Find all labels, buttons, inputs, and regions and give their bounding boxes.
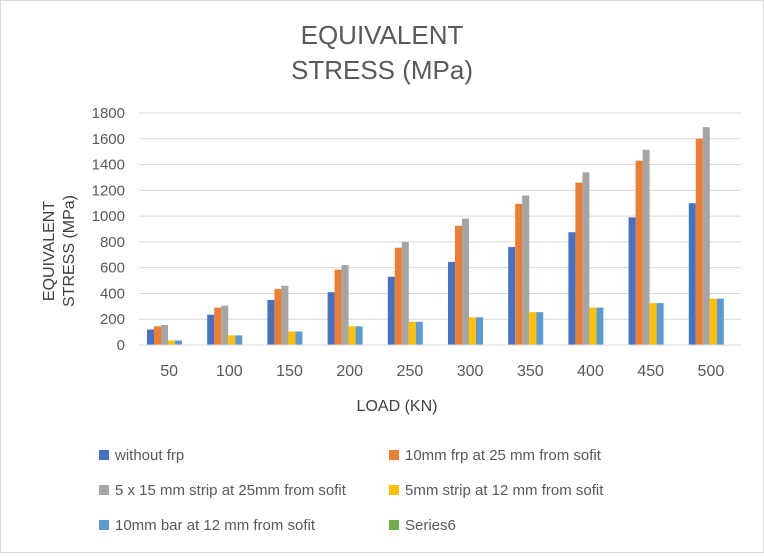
- legend: without frp 10mm frp at 25 mm from sofit 5…: [99, 447, 604, 534]
- y-tick-label: 200: [100, 311, 125, 328]
- bars: [147, 127, 724, 345]
- y-tick-label: 400: [100, 285, 125, 302]
- bar-5-300: [476, 317, 483, 345]
- x-tick-labels: 50 100 150 200 250 300 350 400 450 500: [160, 363, 724, 380]
- bar-2-500: [695, 138, 703, 345]
- legend-label: 5 x 15 mm strip at 25mm from sofit: [115, 482, 347, 499]
- x-tick-label: 100: [216, 363, 243, 380]
- legend-swatch: [389, 520, 399, 530]
- x-tick-label: 250: [397, 363, 424, 380]
- legend-swatch: [389, 450, 399, 460]
- bar-5-50: [175, 340, 182, 345]
- legend-label: without frp: [114, 447, 184, 464]
- bar-1-50: [147, 329, 154, 345]
- y-tick-label: 1800: [92, 105, 125, 122]
- x-tick-label: 150: [276, 363, 303, 380]
- bar-2-50: [154, 326, 161, 345]
- bar-3-200: [341, 265, 349, 345]
- bar-1-300: [448, 261, 455, 345]
- chart-title-line-2: STRESS (MPa): [291, 55, 473, 85]
- bar-3-50: [161, 325, 168, 345]
- bar-5-250: [415, 321, 423, 345]
- bar-5-350: [536, 312, 544, 345]
- bar-2-400: [575, 182, 583, 345]
- bar-1-500: [688, 203, 696, 345]
- y-tick-label: 1600: [92, 131, 125, 148]
- bar-4-50: [168, 340, 175, 345]
- gridlines: [139, 112, 741, 320]
- bar-5-400: [596, 307, 604, 345]
- bar-2-450: [635, 160, 643, 345]
- x-tick-label: 500: [698, 363, 725, 380]
- legend-swatch: [99, 520, 109, 530]
- x-tick-label: 450: [637, 363, 664, 380]
- bar-1-100: [207, 314, 215, 345]
- x-tick-label: 200: [336, 363, 363, 380]
- bar-5-200: [355, 326, 363, 345]
- legend-swatch: [389, 485, 399, 495]
- bar-4-500: [709, 298, 717, 345]
- bar-2-200: [334, 269, 342, 345]
- y-axis-label: EQUIVALENT STRESS (MPa): [41, 195, 78, 307]
- bar-1-400: [568, 232, 576, 345]
- legend-label: 5mm strip at 12 mm from sofit: [405, 482, 604, 499]
- bar-5-150: [295, 331, 303, 345]
- bar-5-100: [235, 335, 243, 345]
- y-tick-label: 1200: [92, 182, 125, 199]
- y-axis-label-line-1: EQUIVALENT: [41, 201, 58, 301]
- bar-3-150: [281, 285, 289, 345]
- y-tick-label: 600: [100, 260, 125, 277]
- bar-2-250: [394, 247, 402, 345]
- y-tick-label: 1400: [92, 157, 125, 174]
- bar-5-500: [716, 298, 724, 345]
- y-axis-label-line-2: STRESS (MPa): [61, 195, 78, 307]
- bar-2-300: [455, 225, 462, 345]
- bar-2-100: [214, 307, 222, 345]
- bar-3-450: [642, 149, 650, 345]
- bar-3-350: [522, 195, 530, 345]
- x-tick-label: 350: [517, 363, 544, 380]
- bar-3-300: [462, 218, 469, 345]
- legend-swatch: [99, 485, 109, 495]
- bar-4-200: [348, 326, 356, 345]
- x-axis-label: LOAD (KN): [357, 398, 438, 415]
- bar-5-450: [656, 303, 664, 345]
- bar-4-100: [228, 335, 236, 345]
- bar-4-450: [649, 303, 657, 345]
- x-tick-label: 50: [160, 363, 178, 380]
- bar-1-200: [327, 292, 335, 345]
- bar-3-250: [401, 241, 409, 345]
- legend-swatch: [99, 450, 109, 460]
- bar-4-300: [469, 317, 476, 345]
- bar-4-250: [408, 321, 416, 345]
- bar-1-350: [508, 247, 516, 345]
- y-tick-label: 0: [117, 337, 125, 354]
- legend-label: 10mm bar at 12 mm from sofit: [115, 517, 316, 534]
- bar-3-400: [582, 172, 590, 345]
- legend-label: Series6: [405, 517, 456, 534]
- bar-3-500: [702, 127, 710, 345]
- y-tick-label: 1000: [92, 208, 125, 225]
- bar-1-150: [267, 299, 275, 345]
- y-tick-label: 800: [100, 234, 125, 251]
- bar-4-350: [529, 312, 537, 345]
- y-tick-labels: 0 200 400 600 800 1000 1200 1400 1600 1800: [92, 105, 125, 354]
- bar-2-150: [274, 288, 282, 345]
- legend-label: 10mm frp at 25 mm from sofit: [405, 447, 602, 464]
- bar-3-100: [221, 305, 229, 345]
- x-tick-label: 300: [457, 363, 484, 380]
- bar-4-150: [288, 331, 296, 345]
- bar-4-400: [589, 307, 597, 345]
- bar-1-250: [387, 276, 395, 345]
- x-tick-label: 400: [577, 363, 604, 380]
- chart-title: EQUIVALENT STRESS (MPa): [291, 20, 473, 85]
- bar-1-450: [628, 217, 636, 345]
- chart-title-line-1: EQUIVALENT: [301, 20, 464, 50]
- bar-2-350: [515, 203, 523, 345]
